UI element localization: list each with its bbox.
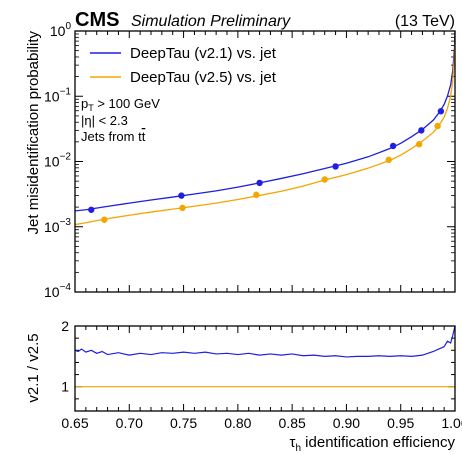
data-point-v21 [332, 163, 339, 170]
main-panel: 10−4 10−3 10−2 10−1 100 Jet misidentificatio… [25, 21, 456, 300]
annotation-pt: pT > 100 GeV [81, 96, 160, 113]
main-ticks [74, 30, 456, 293]
ratio-y-tick-label: 2 [61, 318, 69, 334]
data-point-v25 [415, 141, 423, 148]
main-y-tick-label: 10−3 [44, 217, 71, 235]
x-tick-labels: 0.65 0.70 0.75 0.80 0.85 0.90 0.95 1.00 [61, 415, 462, 431]
x-tick-label: 0.65 [61, 415, 88, 431]
data-point-v25 [321, 176, 328, 183]
series-line-v25 [74, 41, 456, 226]
preliminary-label: Simulation Preliminary [131, 13, 291, 30]
data-point-v25 [434, 122, 441, 130]
main-y-tick-label: 10−2 [44, 152, 71, 170]
ratio-y-axis-title: v2.1 / v2.5 [25, 333, 42, 402]
main-y-axis-title: Jet misidentification probability [25, 31, 42, 235]
data-point-v25 [385, 156, 392, 164]
ratio-y-tick-labels: 12 [61, 318, 69, 395]
ratio-panel: 12 0.650.700.750.800.850.900.951.00 v2.1… [25, 318, 462, 454]
ratio-series [74, 325, 456, 388]
x-tick-label: 0.90 [333, 415, 360, 431]
data-point-v25 [179, 204, 186, 212]
legend: DeepTau (v2.1) vs. jet DeepTau (v2.5) vs… [90, 45, 277, 86]
x-tick-label: 0.70 [116, 415, 143, 431]
main-series [74, 30, 456, 226]
legend-label-v21: DeepTau (v2.1) vs. jet [130, 45, 277, 62]
data-point-v21 [418, 127, 425, 134]
x-axis-title: τh identification efficiency [290, 434, 456, 454]
ratio-y-tick-label: 1 [61, 379, 69, 395]
data-point-v21 [437, 108, 445, 115]
x-tick-label: 0.95 [387, 415, 414, 431]
legend-label-v25: DeepTau (v2.5) vs. jet [130, 69, 277, 86]
ratio-frame [74, 325, 456, 412]
data-point-v21 [256, 179, 263, 187]
data-point-v21 [88, 206, 95, 213]
annotation-jets: Jets from tt [81, 129, 146, 144]
x-tick-label: 1.00 [441, 415, 462, 431]
main-y-tick-labels: 10−4 10−3 10−2 10−1 100 [44, 21, 71, 300]
x-tick-label: 0.80 [224, 415, 251, 431]
data-point-v21 [389, 142, 397, 150]
main-frame [74, 30, 456, 293]
main-y-tick-label: 100 [50, 21, 72, 39]
x-tick-label: 0.85 [279, 415, 306, 431]
main-y-tick-label: 10−1 [44, 86, 71, 104]
data-point-v21 [178, 192, 185, 199]
energy-label: (13 TeV) [395, 13, 455, 30]
data-point-v25 [101, 216, 108, 223]
cms-label: CMS [75, 9, 119, 31]
x-tick-label: 0.75 [170, 415, 197, 431]
series-line-v21 [74, 30, 456, 212]
annotation-eta: |η| < 2.3 [81, 113, 128, 128]
ratio-ticks [74, 325, 456, 412]
data-point-v25 [253, 191, 260, 199]
ratio-line-ratio [74, 325, 456, 358]
main-y-tick-label: 10−4 [44, 282, 71, 300]
